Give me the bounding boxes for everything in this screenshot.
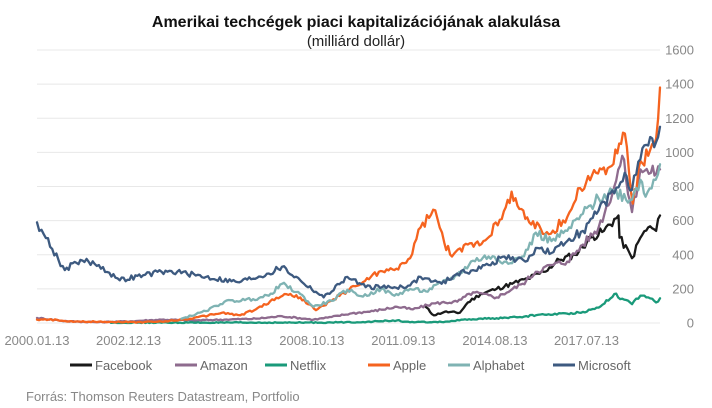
chart-subtitle: (milliárd dollár) bbox=[307, 33, 405, 50]
x-tick-label: 2011.09.13 bbox=[371, 333, 435, 348]
legend-label: Amazon bbox=[200, 358, 248, 373]
y-tick-label: 1400 bbox=[665, 77, 694, 92]
y-tick-label: 200 bbox=[672, 281, 694, 296]
series-line-microsoft bbox=[35, 125, 662, 299]
series-line-alphabet bbox=[180, 163, 662, 320]
series-line-netflix bbox=[109, 292, 662, 325]
legend-label: Alphabet bbox=[473, 358, 525, 373]
y-axis-ticks: 0 200 400 600 800 1000 1200 1400 1600 bbox=[665, 43, 694, 331]
source-note: Forrás: Thomson Reuters Datastream, Port… bbox=[26, 389, 300, 404]
chart-title: Amerikai techcégek piaci kapitalizációjá… bbox=[152, 14, 560, 31]
x-tick-label: 2014.08.13 bbox=[462, 333, 527, 348]
y-tick-label: 400 bbox=[672, 247, 694, 262]
x-tick-label: 2017.07.13 bbox=[554, 333, 619, 348]
y-tick-label: 800 bbox=[672, 179, 694, 194]
legend-label: Microsoft bbox=[578, 358, 631, 373]
y-tick-label: 600 bbox=[672, 213, 694, 228]
series-line-amazon bbox=[35, 154, 662, 324]
y-tick-label: 0 bbox=[687, 316, 694, 331]
x-tick-label: 2008.10.13 bbox=[279, 333, 344, 348]
legend-label: Apple bbox=[393, 358, 426, 373]
series-line-apple bbox=[35, 86, 662, 324]
y-tick-label: 1000 bbox=[665, 145, 694, 160]
y-tick-label: 1200 bbox=[665, 111, 694, 126]
x-axis-ticks: 2000.01.13 2002.12.13 2005.11.13 2008.10.13… bbox=[4, 333, 619, 348]
grid bbox=[37, 49, 660, 324]
x-tick-label: 2005.11.13 bbox=[188, 333, 252, 348]
legend-label: Facebook bbox=[95, 358, 153, 373]
series-lines bbox=[35, 86, 662, 325]
x-tick-label: 2000.01.13 bbox=[4, 333, 69, 348]
y-tick-label: 1600 bbox=[665, 43, 694, 58]
legend-label: Netflix bbox=[290, 358, 327, 373]
legend: Facebook Amazon Netflix Apple Alphabet Micros… bbox=[70, 358, 631, 373]
x-tick-label: 2002.12.13 bbox=[96, 333, 161, 348]
